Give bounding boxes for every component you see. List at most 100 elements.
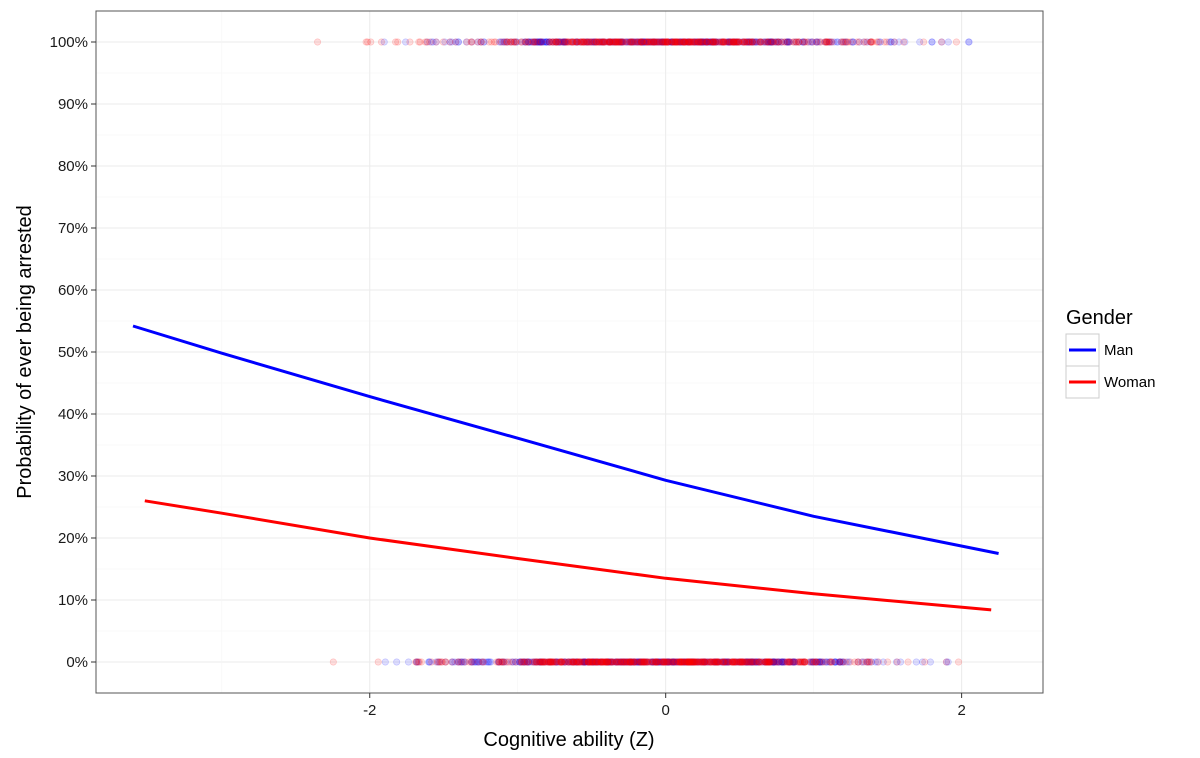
data-point — [618, 38, 626, 46]
data-point — [724, 38, 732, 46]
data-point — [663, 658, 671, 666]
data-point — [688, 658, 696, 666]
data-point — [739, 658, 747, 666]
data-point — [710, 658, 718, 666]
data-point — [693, 658, 701, 666]
data-point — [563, 658, 571, 666]
data-point — [653, 658, 661, 666]
data-point — [713, 658, 721, 666]
data-point — [606, 658, 614, 666]
grid — [96, 11, 1043, 693]
data-point — [602, 658, 610, 666]
data-point — [529, 38, 537, 46]
data-point — [822, 38, 830, 46]
data-point — [673, 38, 681, 46]
data-point — [602, 658, 610, 666]
data-point — [691, 658, 699, 666]
data-point — [708, 38, 716, 46]
data-point — [778, 658, 786, 666]
data-point — [592, 658, 600, 666]
data-point — [564, 658, 572, 666]
data-point — [728, 38, 736, 46]
data-point — [719, 38, 727, 46]
data-point — [641, 658, 649, 666]
data-point — [815, 658, 823, 666]
data-point — [523, 658, 531, 666]
data-point — [702, 38, 710, 46]
data-point — [439, 38, 447, 46]
data-point — [742, 658, 750, 666]
data-point — [562, 38, 570, 46]
data-point — [537, 658, 545, 666]
data-point — [606, 658, 614, 666]
data-point — [697, 38, 705, 46]
data-point — [707, 38, 715, 46]
data-point — [673, 658, 681, 666]
data-point — [532, 38, 540, 46]
data-point — [702, 38, 710, 46]
data-point — [580, 658, 588, 666]
data-point — [664, 658, 672, 666]
data-point — [591, 658, 599, 666]
data-point — [724, 658, 732, 666]
data-point — [721, 38, 729, 46]
data-point — [730, 38, 738, 46]
data-point — [540, 658, 548, 666]
data-point — [709, 38, 717, 46]
data-point — [784, 38, 792, 46]
data-point — [608, 658, 616, 666]
data-point — [512, 658, 520, 666]
data-point — [631, 38, 639, 46]
data-point — [697, 38, 705, 46]
data-point — [778, 38, 786, 46]
data-point — [364, 38, 372, 46]
data-point — [711, 658, 719, 666]
data-point — [670, 658, 678, 666]
data-point — [452, 38, 460, 46]
data-point — [884, 658, 892, 666]
data-point — [808, 38, 816, 46]
data-point — [706, 38, 714, 46]
data-point — [688, 658, 696, 666]
data-point — [599, 38, 607, 46]
data-point — [676, 658, 684, 666]
data-point — [885, 38, 893, 46]
data-point — [770, 658, 778, 666]
data-point — [595, 658, 603, 666]
data-point — [571, 658, 579, 666]
data-point — [549, 658, 557, 666]
data-point — [558, 658, 566, 666]
data-point — [768, 38, 776, 46]
data-point — [477, 38, 485, 46]
data-point — [602, 658, 610, 666]
data-point — [524, 658, 532, 666]
data-point — [780, 658, 788, 666]
data-point — [599, 658, 607, 666]
data-point — [568, 38, 576, 46]
data-point — [690, 658, 698, 666]
data-point — [542, 658, 550, 666]
data-point — [701, 658, 709, 666]
data-point — [753, 658, 761, 666]
data-point — [730, 658, 738, 666]
data-point — [827, 38, 835, 46]
data-point — [752, 658, 760, 666]
data-point — [585, 658, 593, 666]
data-point — [603, 658, 611, 666]
data-point — [763, 658, 771, 666]
data-point — [858, 658, 866, 666]
data-point — [706, 38, 714, 46]
data-point — [622, 658, 630, 666]
data-point — [580, 38, 588, 46]
data-point — [683, 658, 691, 666]
data-point — [811, 658, 819, 666]
data-point — [685, 658, 693, 666]
data-point — [686, 38, 694, 46]
data-point — [588, 38, 596, 46]
data-point — [425, 658, 433, 666]
data-point — [867, 658, 875, 666]
data-point — [731, 38, 739, 46]
data-point — [377, 38, 385, 46]
data-point — [685, 38, 693, 46]
data-point — [720, 658, 728, 666]
